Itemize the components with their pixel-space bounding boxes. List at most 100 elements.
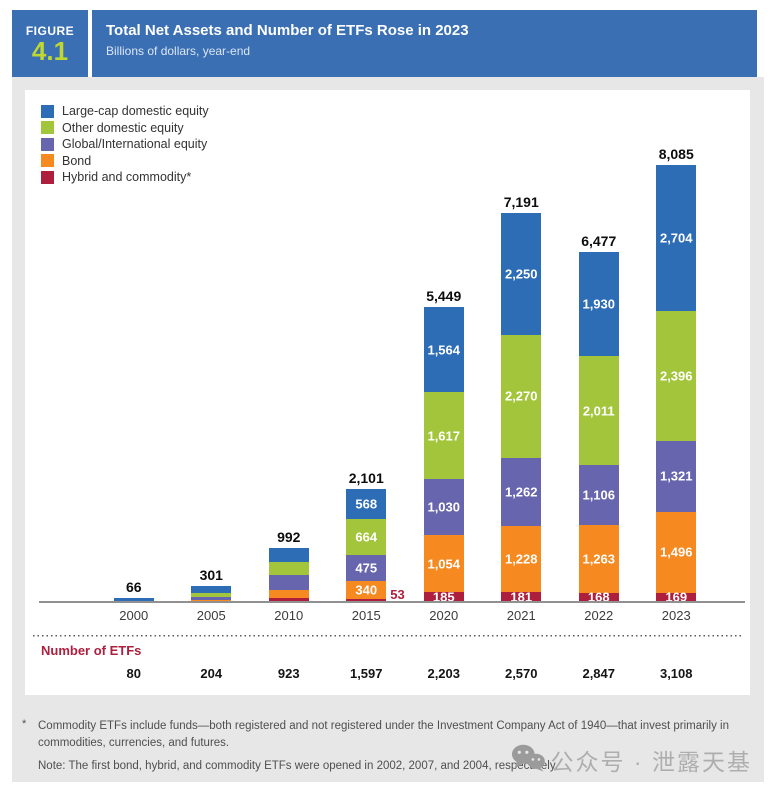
stacked-bar: 2,250 2,270 1,262 1,228 181 <box>501 213 542 605</box>
segment-value-label: 2,270 <box>504 388 538 404</box>
bar-column-2010: 992 <box>250 165 328 602</box>
bar-total-label: 301 <box>199 566 223 583</box>
bar-segment: 1,617 <box>423 391 464 480</box>
legend-label: Global/International equity <box>62 137 208 151</box>
legend-item: Global/International equity <box>41 137 209 151</box>
year-label: 2015 <box>351 608 381 623</box>
segment-value-label-outside: 53 <box>390 587 405 602</box>
segment-value-label: 168 <box>587 589 610 605</box>
figure-badge-label: FIGURE <box>25 23 75 38</box>
bar-segment: 1,030 <box>423 479 464 536</box>
bar-segment: 1,321 <box>656 440 697 513</box>
bar-segment: 2,270 <box>501 334 542 458</box>
bar-column-2015: 2,101 568 664 475 340 53 <box>328 165 406 602</box>
stacked-bar <box>191 585 232 602</box>
bar-segment: 2,250 <box>501 213 542 335</box>
figure-badge-number: 4.1 <box>31 35 69 66</box>
bar-total-label: 5,449 <box>426 288 462 305</box>
year-label: 2010 <box>274 608 304 623</box>
legend-item: Hybrid and commodity* <box>41 170 209 184</box>
bar-segment: 2,396 <box>656 311 697 441</box>
figure-body: Large-cap domestic equity Other domestic … <box>12 77 764 782</box>
watermark-text: 公众号 · 泄露天基 <box>550 749 752 775</box>
bar-total-label: 7,191 <box>503 194 539 211</box>
segment-value-label: 1,228 <box>504 551 538 567</box>
bar-column-2022: 6,477 1,930 2,011 1,106 1,263 168 <box>560 165 638 605</box>
year-label: 2023 <box>661 608 691 623</box>
stacked-bar-chart: 66 301 992 2,101 568 664 475 340 53 5,449 1,564 1,6… <box>95 146 716 605</box>
bar-segment <box>268 548 309 562</box>
bar-segment <box>113 598 154 602</box>
bar-column-2021: 7,191 2,250 2,270 1,262 1,228 181 <box>483 165 561 605</box>
year-label: 2021 <box>506 608 536 623</box>
year-label: 2020 <box>429 608 459 623</box>
legend-label: Hybrid and commodity* <box>62 170 192 184</box>
segment-value-label: 181 <box>510 589 533 605</box>
segment-value-label: 1,564 <box>427 342 461 358</box>
footnote-note: Note: The first bond, hybrid, and commod… <box>38 760 558 773</box>
figure-header: FIGURE 4.1 Total Net Assets and Number o… <box>12 10 764 77</box>
etf-count: 80 <box>126 666 141 681</box>
segment-value-label: 340 <box>355 582 378 598</box>
bar-segment <box>191 596 232 600</box>
legend-item: Large-cap domestic equity <box>41 104 209 118</box>
etf-count: 923 <box>277 666 300 681</box>
segment-value-label: 185 <box>432 589 455 605</box>
etf-count: 1,597 <box>349 666 383 681</box>
segment-value-label: 1,054 <box>427 556 461 572</box>
etf-count-row: 80 204 923 1,597 2,203 2,570 2,847 3,108 <box>95 666 715 681</box>
bar-column-2005: 301 <box>173 165 251 602</box>
segment-value-label: 475 <box>355 560 378 576</box>
segment-value-label: 1,496 <box>659 544 693 560</box>
footnotes: * Commodity ETFs include funds—both regi… <box>22 718 736 775</box>
etf-count: 2,847 <box>582 666 616 681</box>
bar-segment: 1,106 <box>578 464 619 525</box>
segment-value-label: 1,263 <box>582 551 616 567</box>
footnote-asterisk: * <box>22 718 27 730</box>
segment-value-label: 2,250 <box>504 266 538 282</box>
stacked-bar: 1,564 1,617 1,030 1,054 185 <box>423 307 464 605</box>
chart-legend: Large-cap domestic equity Other domestic … <box>41 104 209 187</box>
global-intl-swatch <box>41 137 54 151</box>
large-cap-swatch <box>41 104 54 118</box>
bar-column-2023: 8,085 2,704 2,396 1,321 1,496 169 <box>638 146 716 604</box>
bar-segment: 2,704 <box>656 164 697 312</box>
bar-segment: 664 <box>346 519 387 556</box>
segment-value-label: 1,262 <box>504 484 538 500</box>
bar-segment: 1,930 <box>578 251 619 357</box>
segment-value-label: 2,396 <box>659 368 693 384</box>
bar-segment: 53 <box>346 587 405 602</box>
etf-count: 2,203 <box>427 666 461 681</box>
figure-title: Total Net Assets and Number of ETFs Rose… <box>106 22 469 39</box>
year-label: 2000 <box>119 608 149 623</box>
figure-title-bar: Total Net Assets and Number of ETFs Rose… <box>92 10 757 77</box>
bar-segment <box>191 592 232 597</box>
bar-segment <box>268 590 309 598</box>
other-domestic-swatch <box>41 121 54 134</box>
number-of-etfs-title: Number of ETFs <box>41 643 142 658</box>
bar-segment <box>191 599 232 602</box>
segment-value-label: 1,106 <box>582 487 616 503</box>
legend-item: Bond <box>41 154 209 168</box>
watermark: 公众号 · 泄露天基 <box>511 743 752 777</box>
bar-segment: 1,496 <box>656 512 697 593</box>
bar-segment: 1,228 <box>501 525 542 593</box>
bar-segment: 181 <box>501 589 542 605</box>
year-axis-labels: 2000 2005 2010 2015 2020 2021 2022 2023 <box>95 608 715 623</box>
bar-segment: 475 <box>346 555 387 581</box>
footnote-commodity-text: Commodity ETFs include funds—both regist… <box>38 720 729 749</box>
segment-value-label: 1,930 <box>582 296 616 312</box>
year-label: 2022 <box>584 608 614 623</box>
bar-segment: 185 <box>423 589 464 605</box>
etf-count: 2,570 <box>504 666 538 681</box>
x-axis-line <box>39 601 745 603</box>
etf-count: 204 <box>200 666 223 681</box>
etf-count: 3,108 <box>659 666 693 681</box>
bar-segment: 1,262 <box>501 457 542 526</box>
bar-segment <box>268 574 309 590</box>
segment-value-label: 1,617 <box>427 428 461 444</box>
bar-segment <box>191 585 232 593</box>
legend-label: Other domestic equity <box>62 120 184 135</box>
bar-segment: 2,011 <box>578 356 619 465</box>
